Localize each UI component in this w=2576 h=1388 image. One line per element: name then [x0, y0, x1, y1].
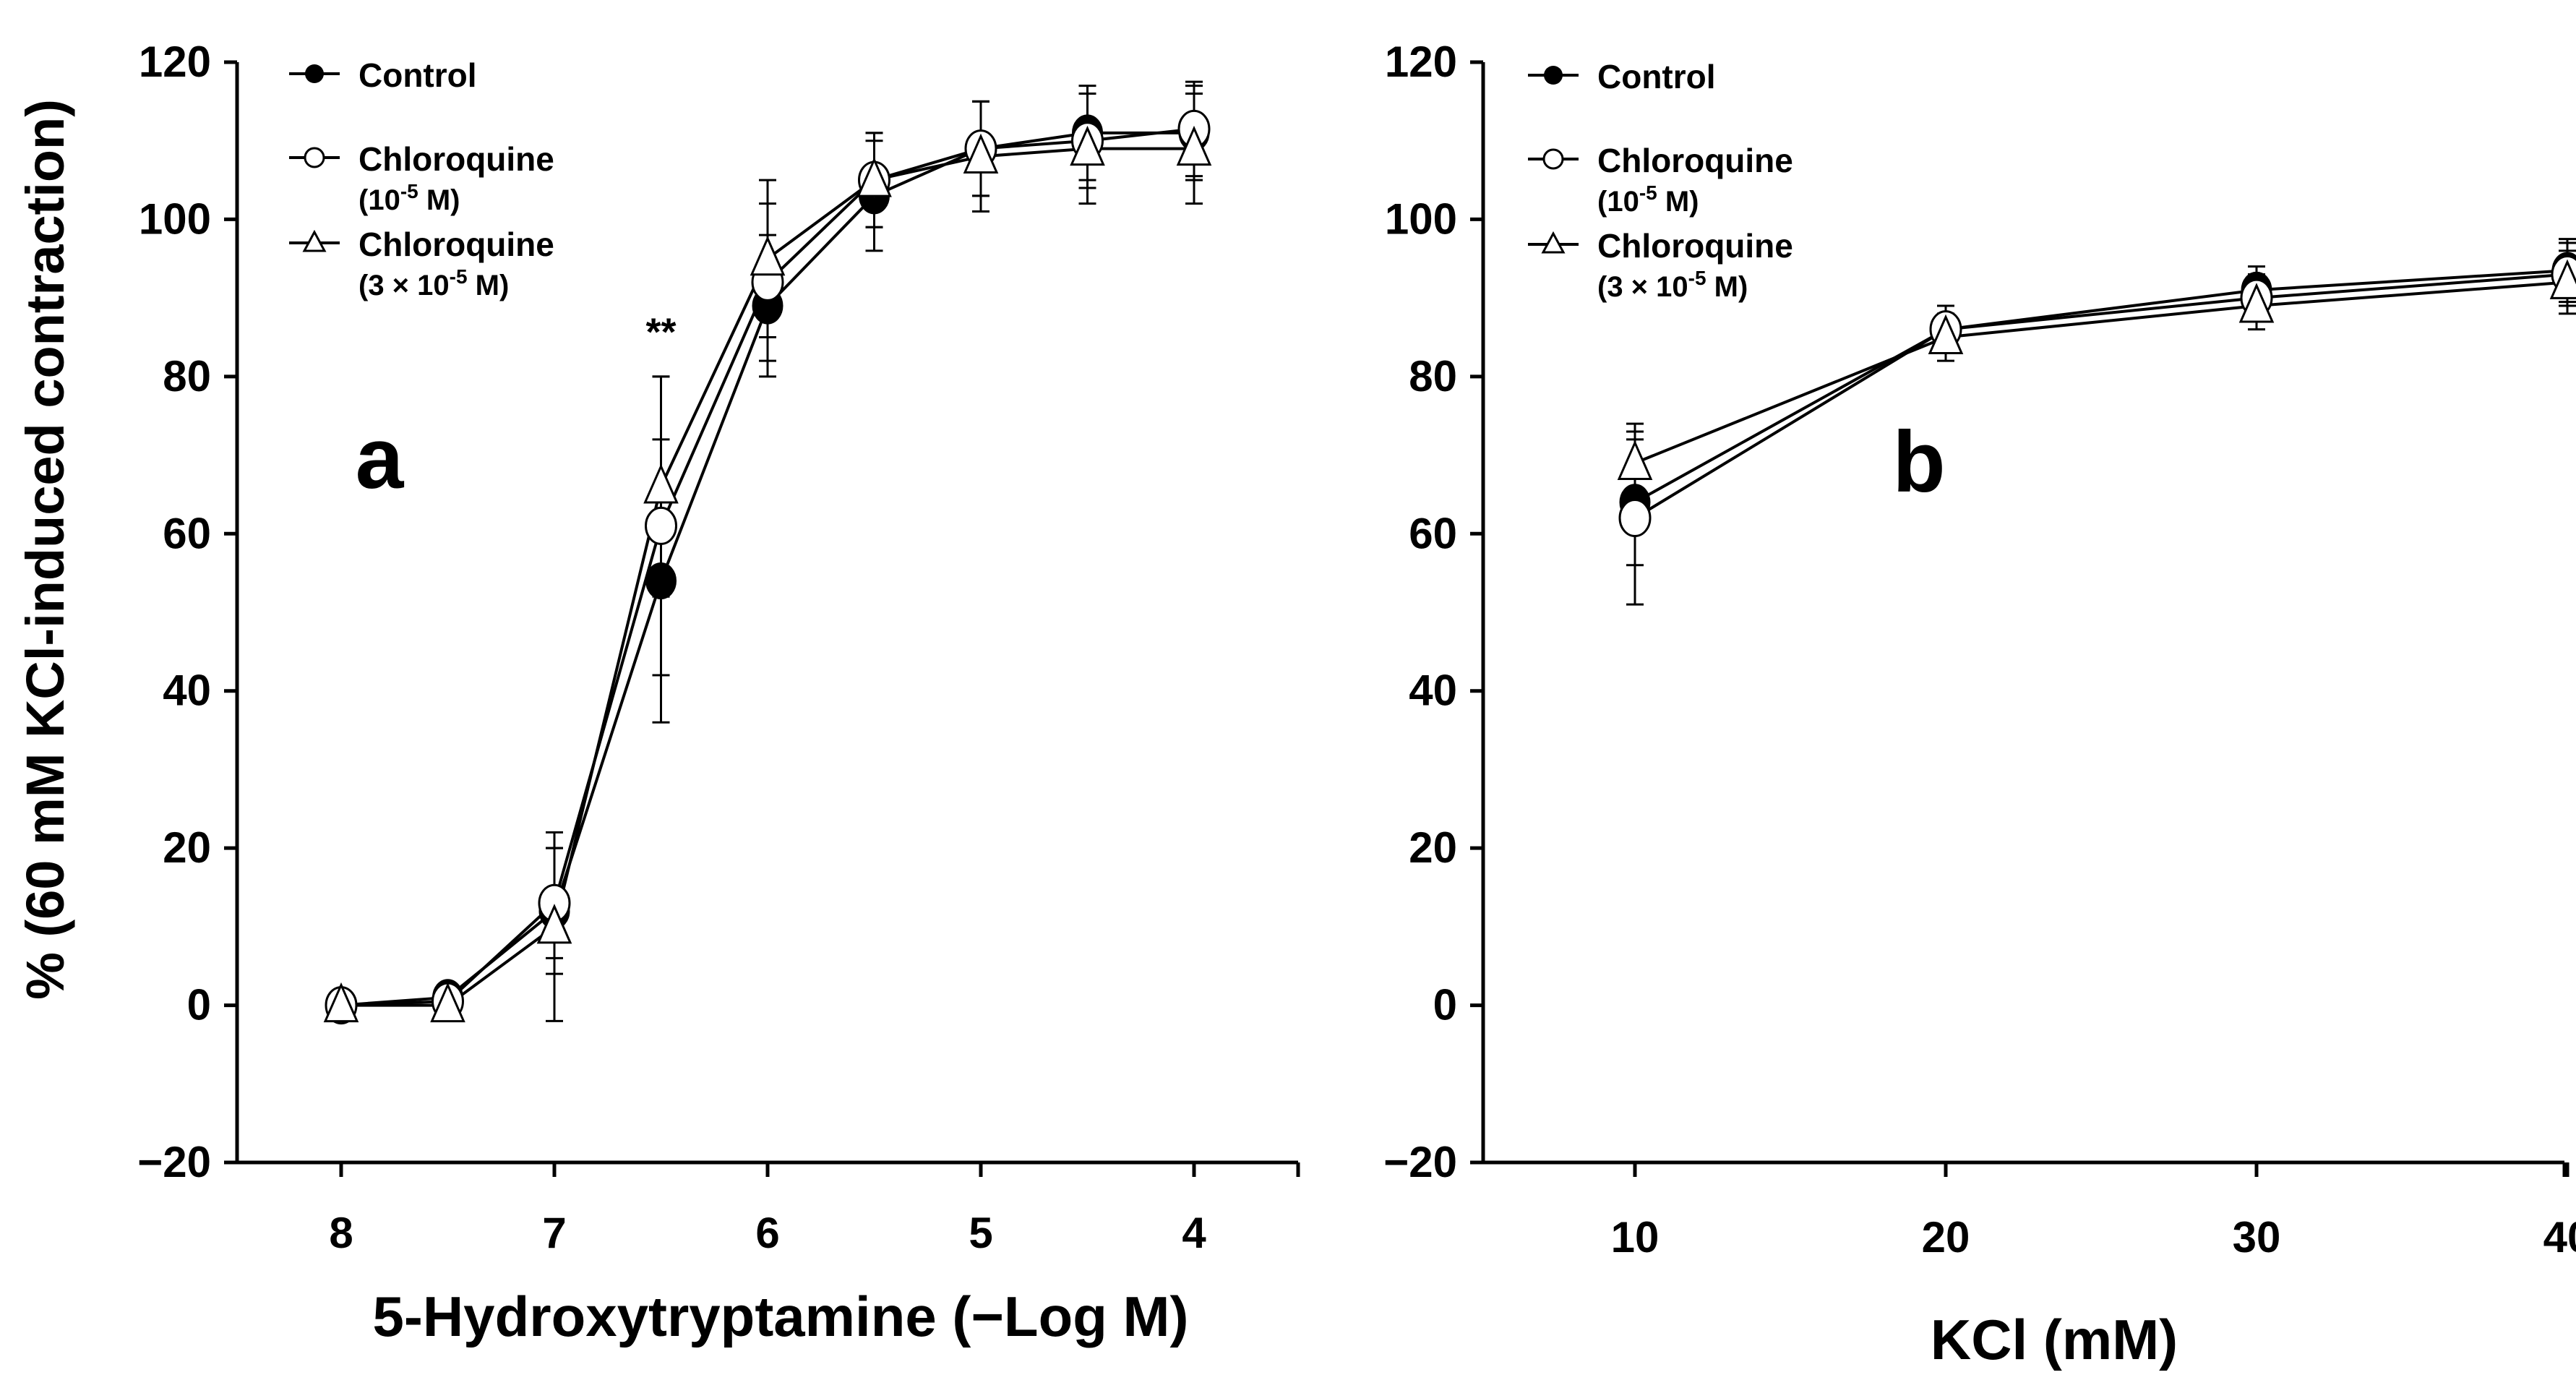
chloroquine-3e-5-marker	[1617, 440, 1653, 480]
x-tick-label: 4	[1182, 1209, 1206, 1257]
y-tick-label: 120	[139, 38, 211, 86]
legend-label: Chloroquine	[359, 140, 554, 178]
markers-chloroquine-3-x-10-5-m-	[1617, 259, 2576, 480]
y-tick-label: −20	[1383, 1138, 1457, 1186]
x-tick-label: 7	[542, 1209, 566, 1257]
x-tick-label: 20	[1922, 1213, 1970, 1261]
y-tick-label: 100	[1385, 194, 1457, 243]
panel-label: b	[1892, 414, 1945, 510]
y-tick-label: 80	[163, 352, 211, 400]
legend-label: Chloroquine	[359, 226, 554, 263]
panel-b: −20020406080100120102030405060KCl (mM)bC…	[1383, 38, 2576, 1371]
y-tick-label: 120	[1385, 38, 1457, 86]
x-tick-label: 5	[969, 1209, 992, 1257]
significance-annotation: **	[645, 310, 676, 354]
legend-sublabel: (10-5 M)	[1597, 181, 1699, 218]
legend-sublabel-base: (3 × 10	[359, 270, 450, 301]
chloroquine-3e-5-marker	[1176, 125, 1212, 166]
chloroquine-3e-5-marker	[856, 157, 892, 197]
legend-label: Control	[359, 56, 477, 94]
legend-sublabel-base: (3 × 10	[1597, 271, 1688, 303]
legend-sublabel-unit: M)	[1657, 186, 1699, 218]
series-chloroquine-10-5-m-	[1626, 241, 2576, 606]
legend-sublabel-exponent: -5	[400, 180, 418, 202]
y-tick-label: 0	[1433, 981, 1457, 1029]
series-control	[1626, 238, 2576, 567]
panel-a: −20 0 20 40 60 80 100 120 8 7 6 5 4 5-Hydroxytryptami…	[137, 38, 1300, 1348]
y-tick-label: 40	[163, 667, 211, 715]
series-line	[1634, 280, 2576, 465]
legend-label: Chloroquine	[1597, 142, 1793, 179]
chloroquine-1e-5-marker	[1618, 499, 1652, 538]
x-axis-title: 5-Hydroxytryptamine (−Log M)	[373, 1285, 1189, 1348]
legend-sublabel: (10-5 M)	[359, 180, 460, 216]
markers-control	[1619, 252, 2576, 521]
chloroquine-3e-5-marker	[963, 133, 999, 174]
legend-sublabel-unit: M)	[418, 184, 460, 216]
legend-sublabel-base: (10	[1597, 186, 1639, 218]
legend-sublabel-exponent: -5	[1639, 181, 1657, 204]
legend-sublabel-base: (10	[359, 184, 400, 216]
legend-control-marker	[1544, 66, 1563, 85]
y-tick-label: 40	[1409, 667, 1457, 715]
legend-control-marker	[305, 64, 324, 83]
legend-sublabel-unit: M)	[1706, 271, 1748, 303]
chloroquine-3e-5-marker	[643, 463, 679, 504]
x-tick-label: 10	[1611, 1213, 1660, 1261]
legend-sublabel-unit: M)	[468, 270, 510, 301]
legend-triangle-marker	[1541, 231, 1566, 254]
legend-open-circle-marker	[1542, 148, 1564, 170]
chloroquine-3e-5-marker	[1070, 125, 1105, 166]
legend-label: Chloroquine	[1597, 227, 1793, 265]
y-tick-label: 60	[163, 509, 211, 557]
panel-label: a	[356, 410, 405, 507]
legend-sublabel: (3 × 10-5 M)	[359, 265, 509, 301]
x-tick-label: 30	[2233, 1213, 2281, 1261]
control-marker	[645, 562, 677, 600]
legend-triangle-marker	[302, 229, 327, 252]
chloroquine-3e-5-marker	[536, 904, 572, 944]
legend-label: Control	[1597, 58, 1716, 95]
y-tick-label: 20	[1409, 823, 1457, 872]
x-axis-title: KCl (mM)	[1931, 1308, 2178, 1371]
y-tick-label: 100	[139, 194, 211, 243]
chloroquine-3e-5-marker	[1928, 314, 1964, 354]
y-tick-label: −20	[137, 1138, 211, 1186]
x-tick-label: 8	[329, 1209, 353, 1257]
series-line	[1634, 268, 2576, 504]
series-chloroquine-10-5-m-	[340, 80, 1203, 1007]
x-tick-label: 6	[755, 1209, 779, 1257]
chloroquine-3e-5-marker	[750, 236, 786, 276]
chloroquine-3e-5-marker	[2549, 259, 2576, 299]
legend-sublabel-exponent: -5	[1688, 267, 1706, 289]
chloroquine-3e-5-marker	[2238, 283, 2275, 323]
y-axis-title: % (60 mM KCl-induced contraction)	[15, 99, 75, 1000]
chloroquine-3e-5-marker	[323, 982, 359, 1023]
chloroquine-3e-5-marker	[430, 982, 465, 1023]
x-tick-label: 40	[2543, 1213, 2576, 1261]
legend-sublabel: (3 × 10-5 M)	[1597, 267, 1748, 303]
y-tick-label: 60	[1409, 509, 1457, 557]
chloroquine-1e-5-marker	[645, 506, 677, 545]
legend-sublabel-exponent: -5	[450, 265, 468, 288]
series-line	[1633, 273, 2576, 520]
series-control	[340, 85, 1203, 1007]
markers-chloroquine-3-x-10-5-m-	[323, 125, 1212, 1023]
y-tick-label: 20	[163, 823, 211, 872]
y-tick-label: 80	[1409, 352, 1457, 400]
legend-open-circle-marker	[304, 147, 325, 168]
y-tick-label: 0	[187, 981, 211, 1029]
